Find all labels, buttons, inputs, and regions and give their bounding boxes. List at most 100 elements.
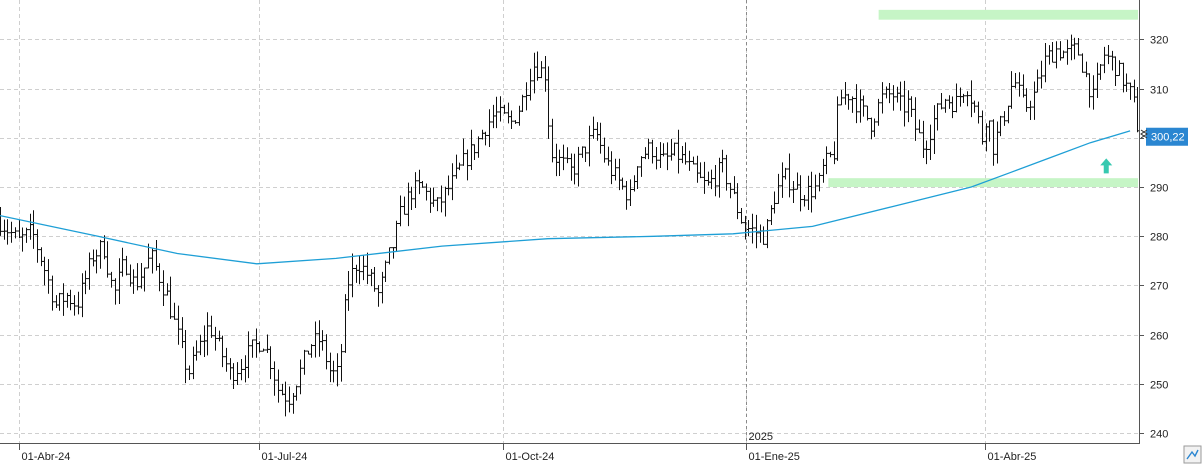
ohlc-bar [924, 140, 929, 165]
ohlc-bar [257, 341, 262, 353]
ohlc-bar [817, 172, 822, 192]
last-price-badge: 300,22 [1146, 127, 1188, 146]
ohlc-bar [954, 83, 959, 113]
scale-toggle-icon[interactable] [1183, 445, 1202, 464]
ohlc-bar [457, 162, 462, 171]
ohlc-bar [572, 153, 577, 185]
ohlc-bar [943, 98, 948, 113]
y-tick-label: 290 [1150, 183, 1168, 195]
ohlc-bar [550, 118, 555, 163]
ohlc-bar [935, 103, 940, 131]
ohlc-bar [376, 285, 381, 307]
ohlc-bar [676, 129, 681, 174]
ohlc-bar [383, 260, 388, 283]
ohlc-bar [624, 181, 629, 210]
ohlc-bar [987, 120, 992, 142]
ohlc-bar [720, 149, 725, 173]
ohlc-bar [465, 149, 470, 181]
ohlc-bar [698, 162, 703, 179]
arrow-shape [1100, 158, 1113, 174]
ohlc-bar [687, 150, 692, 171]
ohlc-bar [1009, 71, 1014, 109]
ohlc-bar [739, 207, 744, 224]
ohlc-bar [583, 146, 588, 163]
ohlc-bar [635, 166, 640, 190]
ohlc-bar [194, 340, 199, 361]
ohlc-bar [268, 346, 273, 380]
ohlc-bar [498, 96, 503, 122]
last-price-box [1146, 127, 1188, 146]
y-tick-label: 310 [1150, 85, 1168, 97]
ohlc-bar [9, 221, 14, 243]
ohlc-bar [765, 218, 770, 249]
ohlc-bar [335, 353, 340, 387]
ohlc-bar [1065, 39, 1070, 65]
ohlc-bar [872, 118, 877, 137]
ohlc-bar [557, 149, 562, 177]
ohlc-bar [205, 312, 210, 356]
ohlc-bar [598, 122, 603, 154]
ohlc-bar [142, 267, 147, 292]
ohlc-bar [87, 252, 92, 290]
ohlc-bar [387, 247, 392, 265]
ohlc-bar [357, 255, 362, 285]
ohlc-bar [846, 93, 851, 110]
ohlc-bar [320, 330, 325, 351]
ohlc-bar [561, 144, 566, 171]
ohlc-bar [576, 146, 581, 187]
ohlc-bar [494, 96, 499, 129]
ohlc-bar [120, 247, 125, 277]
ohlc-bar [431, 187, 436, 207]
ohlc-bar [654, 147, 659, 170]
ohlc-bar [187, 365, 192, 381]
ohlc-bar [928, 124, 933, 160]
ohlc-bar [13, 227, 18, 239]
ohlc-bar [1013, 72, 1018, 89]
ohlc-bar [898, 81, 903, 111]
ohlc-bar [991, 119, 996, 166]
ohlc-bar [483, 131, 488, 146]
ohlc-bar [24, 227, 29, 243]
ohlc-bar [787, 153, 792, 198]
ohlc-bar [324, 334, 329, 370]
ohlc-bar [20, 227, 25, 252]
ohlc-bar [528, 68, 533, 101]
ohlc-bar [783, 167, 788, 180]
ohlc-bar [5, 219, 10, 245]
x-tick-label: 01-Ene-25 [749, 451, 800, 463]
ohlc-bar [1028, 100, 1033, 121]
ohlc-bar [361, 255, 366, 281]
ohlc-bar [365, 252, 370, 285]
ohlc-bar [1050, 42, 1055, 63]
ohlc-bar [1106, 45, 1111, 65]
ohlc-bar [683, 142, 688, 165]
last-price-label: 300,22 [1151, 132, 1185, 144]
ohlc-bar [150, 247, 155, 274]
ohlc-bar [609, 151, 614, 185]
ohlc-bar [1024, 88, 1029, 112]
ohlc-bar [902, 80, 907, 127]
year-marker: 2025 [746, 0, 773, 443]
ohlc-bar [1117, 60, 1122, 77]
ohlc-bar [709, 169, 714, 190]
ohlc-bar [913, 97, 918, 141]
ohlc-bar [728, 182, 733, 199]
ohlc-bar [46, 259, 51, 294]
ohlc-bar [509, 110, 514, 129]
ohlc-bar [854, 84, 859, 124]
ohlc-bar [176, 305, 181, 345]
ohlc-bar [850, 96, 855, 113]
ohlc-bar [161, 270, 166, 306]
ohlc-bar [824, 146, 829, 175]
ohlc-bar [646, 138, 651, 160]
ohlc-bar [513, 120, 518, 124]
ohlc-bar [839, 89, 844, 106]
ohlc-bar [61, 283, 66, 316]
ohlc-bar [409, 186, 414, 211]
ohlc-bar [313, 321, 318, 358]
ohlc-bar [424, 183, 429, 201]
ohlc-bar [1039, 60, 1044, 89]
ohlc-bar [835, 96, 840, 161]
ohlc-bar [520, 94, 525, 112]
ohlc-bar [476, 136, 481, 158]
